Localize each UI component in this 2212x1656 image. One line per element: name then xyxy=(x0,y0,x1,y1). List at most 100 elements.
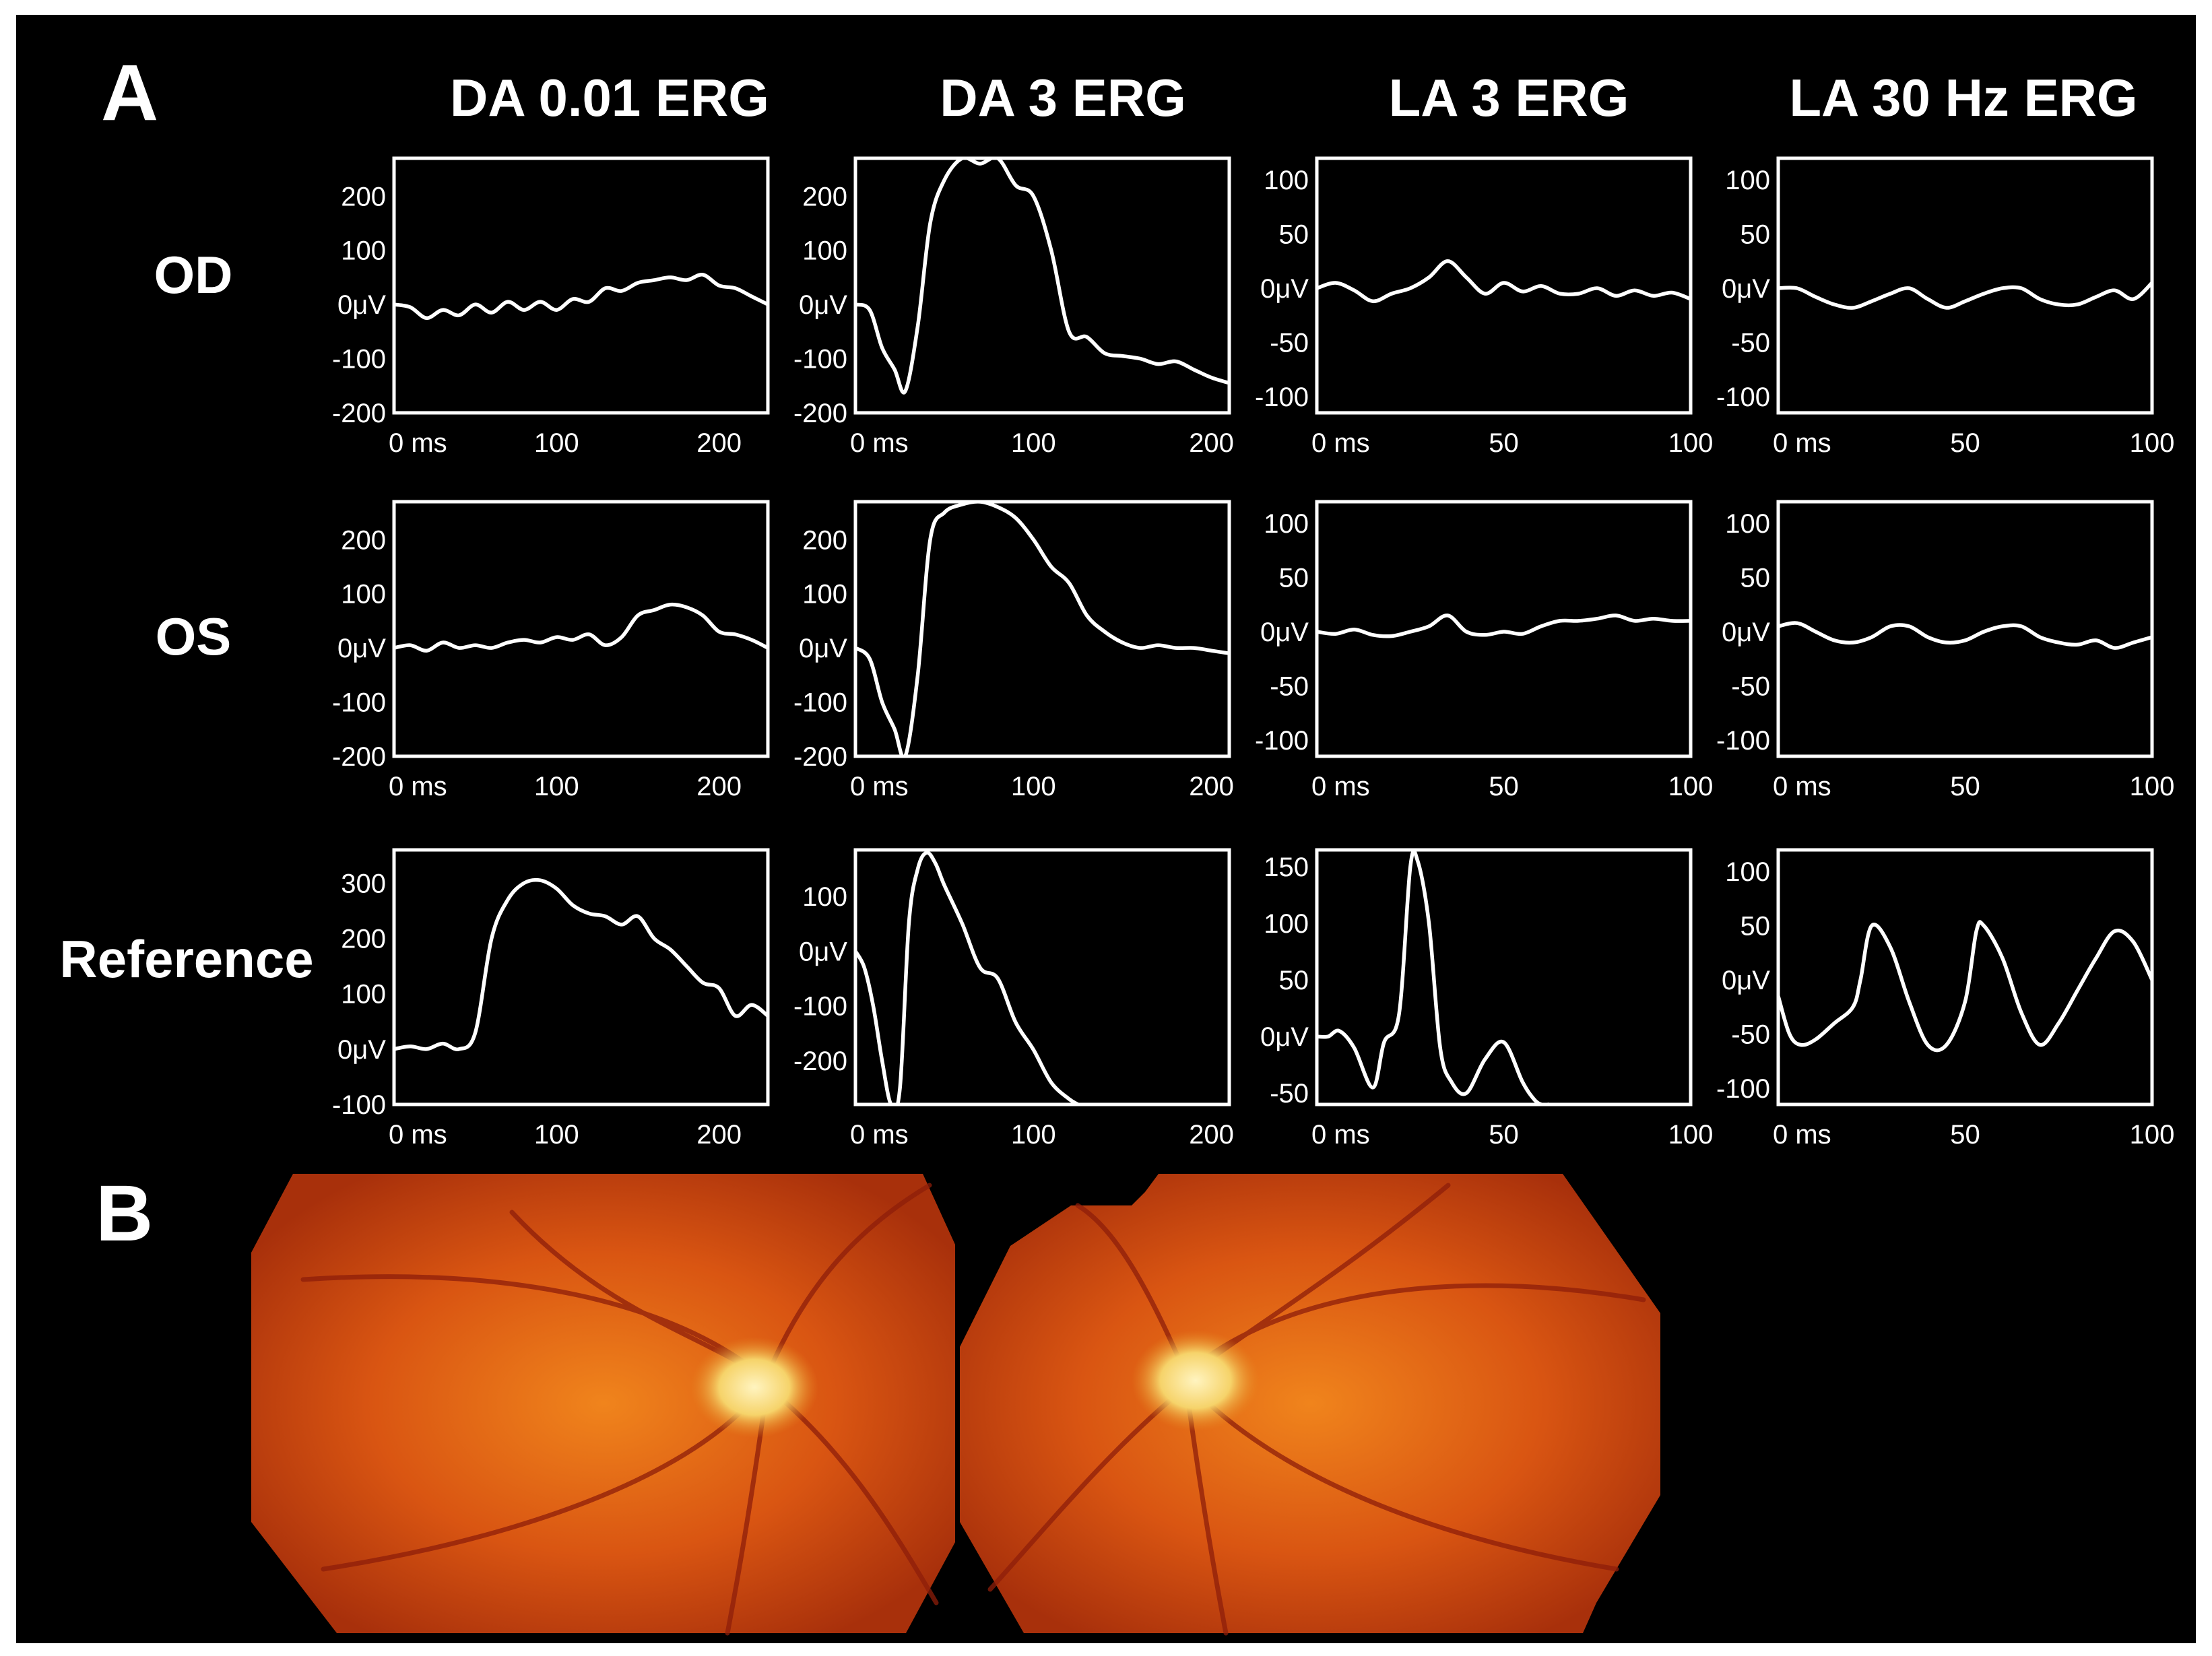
row-label-od: OD xyxy=(154,245,233,304)
plot-frame xyxy=(853,500,1231,758)
y-tick-label: -100 xyxy=(1255,726,1309,756)
y-tick-label: 0μV xyxy=(1722,966,1770,995)
y-tick-label: 0μV xyxy=(1260,618,1309,647)
x-tick-label: 100 xyxy=(2130,1120,2175,1150)
x-tick-label: 50 xyxy=(1489,1120,1519,1150)
x-tick-label: 100 xyxy=(1668,772,1714,801)
x-tick-label: 0 ms xyxy=(850,1120,909,1150)
y-tick-label: 100 xyxy=(341,980,386,1009)
x-tick-label: 50 xyxy=(1950,1120,1980,1150)
y-tick-label: 100 xyxy=(1725,509,1770,539)
y-tick-label: 50 xyxy=(1279,966,1309,995)
panel-a-label: A xyxy=(101,48,158,137)
y-tick-label: 100 xyxy=(1264,166,1309,195)
column-title-la-30hz: LA 30 Hz ERG xyxy=(1789,68,2137,127)
x-tick-label: 100 xyxy=(1668,428,1714,458)
y-tick-label: 300 xyxy=(341,869,386,898)
y-tick-label: 50 xyxy=(1279,220,1309,250)
y-tick-label: -100 xyxy=(1255,383,1309,412)
fundus-photo-left-eye xyxy=(960,1174,1660,1636)
y-tick-label: 200 xyxy=(341,924,386,954)
x-tick-label: 0 ms xyxy=(1311,1120,1370,1150)
y-tick-label: -200 xyxy=(793,742,847,772)
erg-chart-grid: A DA 0.01 ERG DA 3 ERG LA 3 ERG LA 30 Hz… xyxy=(59,48,2175,1150)
y-tick-label: 0μV xyxy=(337,290,386,320)
optic-disc xyxy=(1132,1330,1260,1431)
plot-frame xyxy=(392,848,770,1106)
erg-trace xyxy=(1778,281,2152,310)
y-tick-label: -50 xyxy=(1270,1079,1309,1108)
y-tick-label: -100 xyxy=(1716,1074,1770,1104)
erg-trace xyxy=(394,602,768,653)
x-tick-label: 200 xyxy=(1189,772,1234,801)
y-tick-label: 0μV xyxy=(799,937,847,966)
y-tick-label: 0μV xyxy=(799,634,847,663)
y-tick-label: -100 xyxy=(332,688,386,718)
panel-b-label: B xyxy=(96,1169,153,1258)
y-tick-label: -100 xyxy=(332,345,386,374)
y-tick-label: 100 xyxy=(1725,166,1770,195)
x-tick-label: 100 xyxy=(1011,1120,1056,1150)
plot-frame xyxy=(1776,500,2154,758)
plot-frame xyxy=(853,156,1231,415)
y-tick-label: 150 xyxy=(1264,853,1309,882)
column-title-da-3: DA 3 ERG xyxy=(940,68,1186,127)
erg-trace xyxy=(394,273,768,321)
plot-frame xyxy=(1776,156,2154,415)
x-tick-label: 100 xyxy=(1011,428,1056,458)
y-tick-label: 0μV xyxy=(1260,274,1309,304)
x-tick-label: 0 ms xyxy=(1773,1120,1831,1150)
x-tick-label: 0 ms xyxy=(389,772,447,801)
column-title-la-3: LA 3 ERG xyxy=(1389,68,1629,127)
x-tick-label: 50 xyxy=(1489,772,1519,801)
x-tick-label: 100 xyxy=(534,1120,579,1150)
y-tick-label: 100 xyxy=(341,236,386,266)
y-tick-label: -200 xyxy=(332,399,386,428)
plot-frame xyxy=(853,848,1231,1106)
y-tick-label: -200 xyxy=(793,1047,847,1076)
y-tick-label: 100 xyxy=(1264,509,1309,539)
y-tick-label: 50 xyxy=(1279,564,1309,593)
row-label-os: OS xyxy=(156,607,232,666)
plot-frame xyxy=(1315,500,1693,758)
row-label-reference: Reference xyxy=(59,929,313,989)
y-tick-label: -50 xyxy=(1270,671,1309,701)
x-tick-label: 100 xyxy=(1011,772,1056,801)
x-tick-label: 0 ms xyxy=(389,428,447,458)
y-tick-label: -100 xyxy=(793,688,847,718)
x-tick-label: 200 xyxy=(696,772,742,801)
y-tick-label: -100 xyxy=(793,345,847,374)
x-tick-label: 0 ms xyxy=(389,1120,447,1150)
x-tick-label: 200 xyxy=(1189,428,1234,458)
x-tick-label: 100 xyxy=(2130,428,2175,458)
x-tick-label: 0 ms xyxy=(850,772,909,801)
y-tick-label: 0μV xyxy=(337,634,386,663)
y-tick-label: -100 xyxy=(1716,383,1770,412)
y-tick-label: 100 xyxy=(1725,857,1770,887)
y-tick-label: -100 xyxy=(1716,726,1770,756)
erg-trace xyxy=(1778,621,2152,650)
x-tick-label: 50 xyxy=(1489,428,1519,458)
x-tick-label: 50 xyxy=(1950,772,1980,801)
y-tick-label: 100 xyxy=(1264,909,1309,939)
erg-plot-reference-da-3-erg: 100 0μV -100 -200 0 ms 100 200 xyxy=(793,848,1234,1150)
y-tick-label: 50 xyxy=(1741,912,1771,941)
optic-disc xyxy=(690,1337,818,1438)
y-tick-label: -50 xyxy=(1731,671,1770,701)
y-tick-label: 100 xyxy=(802,882,847,912)
y-tick-label: 0μV xyxy=(1260,1022,1309,1052)
x-tick-label: 100 xyxy=(534,428,579,458)
y-tick-label: -200 xyxy=(793,399,847,428)
erg-trace xyxy=(1317,614,1691,638)
y-tick-label: -50 xyxy=(1270,328,1309,358)
x-tick-label: 200 xyxy=(696,1120,742,1150)
x-tick-label: 100 xyxy=(2130,772,2175,801)
